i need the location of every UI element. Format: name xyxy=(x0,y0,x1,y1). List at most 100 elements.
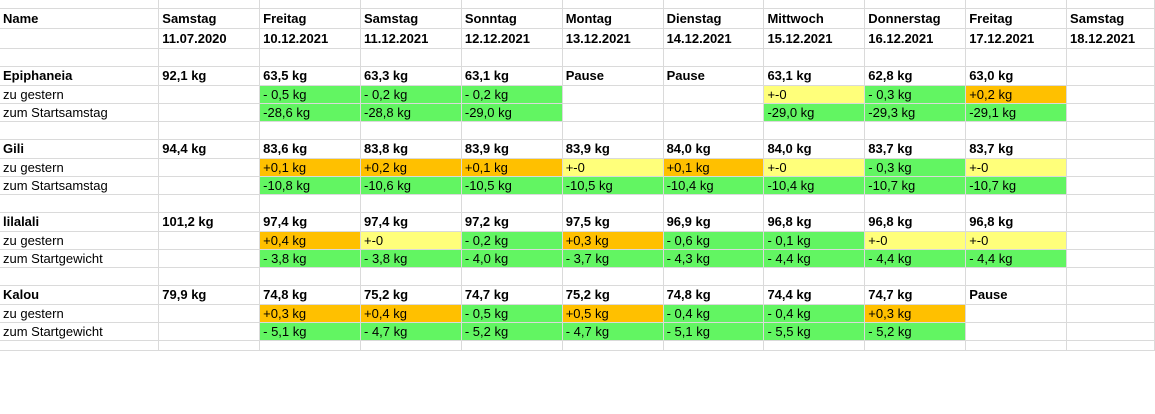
change-cell[interactable] xyxy=(158,304,261,323)
total-change-cell[interactable]: -10,7 kg xyxy=(965,176,1068,195)
empty-cell[interactable] xyxy=(763,48,866,67)
change-cell[interactable]: +0,1 kg xyxy=(663,158,765,177)
change-cell[interactable]: - 0,4 kg xyxy=(763,304,866,323)
weight-cell[interactable]: 74,8 kg xyxy=(259,285,361,305)
change-cell[interactable]: +0,3 kg xyxy=(562,231,664,250)
empty-cell[interactable] xyxy=(259,340,361,351)
header-day-cell[interactable]: Montag xyxy=(562,8,664,29)
change-cell[interactable]: +0,5 kg xyxy=(562,304,664,323)
empty-cell[interactable] xyxy=(864,48,967,67)
weight-cell[interactable] xyxy=(1066,66,1155,86)
empty-cell[interactable] xyxy=(158,48,261,67)
row-label-cell[interactable]: zum Startgewicht xyxy=(0,322,160,341)
empty-cell[interactable] xyxy=(562,0,664,9)
empty-cell[interactable] xyxy=(360,121,462,140)
empty-cell[interactable] xyxy=(663,0,765,9)
empty-cell[interactable] xyxy=(0,121,160,140)
empty-cell[interactable] xyxy=(562,48,664,67)
empty-cell[interactable] xyxy=(158,340,261,351)
empty-cell[interactable] xyxy=(864,267,967,286)
total-change-cell[interactable]: - 4,4 kg xyxy=(763,249,866,268)
weight-cell[interactable]: 101,2 kg xyxy=(158,212,261,232)
empty-cell[interactable] xyxy=(0,48,160,67)
change-cell[interactable]: - 0,5 kg xyxy=(259,85,361,104)
header-day-cell[interactable]: Freitag xyxy=(259,8,361,29)
empty-cell[interactable] xyxy=(663,267,765,286)
header-date-cell[interactable]: 15.12.2021 xyxy=(763,28,866,49)
empty-cell[interactable] xyxy=(1066,340,1155,351)
weight-cell[interactable]: 63,5 kg xyxy=(259,66,361,86)
empty-cell[interactable] xyxy=(360,194,462,213)
total-change-cell[interactable]: - 5,2 kg xyxy=(864,322,967,341)
total-change-cell[interactable]: - 5,2 kg xyxy=(461,322,563,341)
header-day-cell[interactable]: Donnerstag xyxy=(864,8,967,29)
change-cell[interactable] xyxy=(1066,304,1155,323)
weight-cell[interactable] xyxy=(1066,212,1155,232)
weight-cell[interactable]: Pause xyxy=(562,66,664,86)
change-cell[interactable]: +-0 xyxy=(562,158,664,177)
total-change-cell[interactable]: -10,4 kg xyxy=(763,176,866,195)
empty-cell[interactable] xyxy=(461,340,563,351)
change-cell[interactable]: +-0 xyxy=(763,85,866,104)
empty-cell[interactable] xyxy=(965,48,1068,67)
weight-cell[interactable]: 97,5 kg xyxy=(562,212,664,232)
row-label-cell[interactable]: zu gestern xyxy=(0,85,160,104)
empty-cell[interactable] xyxy=(0,0,160,9)
change-cell[interactable]: - 0,1 kg xyxy=(763,231,866,250)
weight-cell[interactable]: 75,2 kg xyxy=(360,285,462,305)
empty-cell[interactable] xyxy=(158,121,261,140)
total-change-cell[interactable]: -29,3 kg xyxy=(864,103,967,122)
weight-cell[interactable]: 83,6 kg xyxy=(259,139,361,159)
empty-cell[interactable] xyxy=(461,0,563,9)
weight-cell[interactable]: 75,2 kg xyxy=(562,285,664,305)
change-cell[interactable]: - 0,5 kg xyxy=(461,304,563,323)
change-cell[interactable]: - 0,3 kg xyxy=(864,158,967,177)
empty-cell[interactable] xyxy=(763,340,866,351)
total-change-cell[interactable] xyxy=(158,322,261,341)
change-cell[interactable] xyxy=(1066,158,1155,177)
weight-cell[interactable]: 84,0 kg xyxy=(763,139,866,159)
change-cell[interactable]: +0,1 kg xyxy=(461,158,563,177)
total-change-cell[interactable] xyxy=(1066,103,1155,122)
header-day-cell[interactable]: Dienstag xyxy=(663,8,765,29)
empty-cell[interactable] xyxy=(864,340,967,351)
empty-cell[interactable] xyxy=(663,121,765,140)
weight-cell[interactable]: 96,9 kg xyxy=(663,212,765,232)
empty-cell[interactable] xyxy=(461,267,563,286)
header-date-cell[interactable]: 13.12.2021 xyxy=(562,28,664,49)
total-change-cell[interactable]: -28,6 kg xyxy=(259,103,361,122)
empty-cell[interactable] xyxy=(461,48,563,67)
empty-cell[interactable] xyxy=(1066,121,1155,140)
weight-cell[interactable]: 74,7 kg xyxy=(461,285,563,305)
change-cell[interactable] xyxy=(562,85,664,104)
total-change-cell[interactable] xyxy=(663,103,765,122)
empty-cell[interactable] xyxy=(360,340,462,351)
total-change-cell[interactable] xyxy=(158,103,261,122)
total-change-cell[interactable]: -28,8 kg xyxy=(360,103,462,122)
header-date-cell[interactable]: 17.12.2021 xyxy=(965,28,1068,49)
weight-cell[interactable]: 63,0 kg xyxy=(965,66,1068,86)
total-change-cell[interactable]: -10,8 kg xyxy=(259,176,361,195)
weight-cell[interactable] xyxy=(1066,285,1155,305)
total-change-cell[interactable]: - 4,0 kg xyxy=(461,249,563,268)
change-cell[interactable] xyxy=(1066,85,1155,104)
header-date-cell[interactable]: 11.07.2020 xyxy=(158,28,261,49)
row-label-cell[interactable]: zum Startsamstag xyxy=(0,176,160,195)
change-cell[interactable]: - 0,2 kg xyxy=(360,85,462,104)
empty-cell[interactable] xyxy=(663,340,765,351)
total-change-cell[interactable] xyxy=(562,103,664,122)
total-change-cell[interactable]: - 4,7 kg xyxy=(360,322,462,341)
total-change-cell[interactable]: -10,6 kg xyxy=(360,176,462,195)
header-day-cell[interactable]: Mittwoch xyxy=(763,8,866,29)
total-change-cell[interactable]: - 3,7 kg xyxy=(562,249,664,268)
weight-cell[interactable]: 96,8 kg xyxy=(864,212,967,232)
empty-cell[interactable] xyxy=(965,194,1068,213)
change-cell[interactable]: - 0,6 kg xyxy=(663,231,765,250)
weight-cell[interactable] xyxy=(1066,139,1155,159)
weight-cell[interactable]: 97,2 kg xyxy=(461,212,563,232)
weight-cell[interactable]: 96,8 kg xyxy=(965,212,1068,232)
row-label-cell[interactable]: zu gestern xyxy=(0,158,160,177)
total-change-cell[interactable]: - 4,3 kg xyxy=(663,249,765,268)
change-cell[interactable] xyxy=(965,304,1068,323)
total-change-cell[interactable]: - 4,7 kg xyxy=(562,322,664,341)
